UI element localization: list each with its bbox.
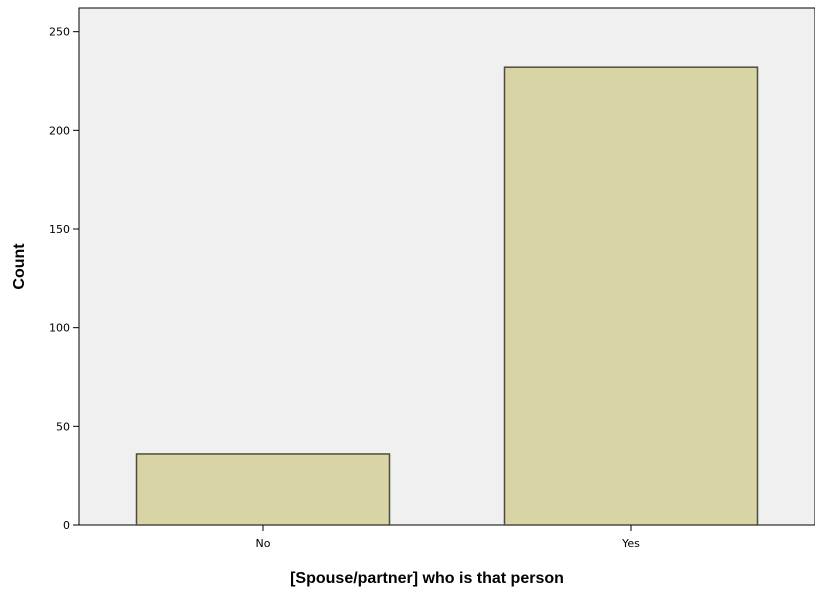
- x-axis: No Yes: [256, 525, 640, 550]
- x-tick-label-yes: Yes: [621, 537, 640, 550]
- y-axis-title: Count: [11, 243, 28, 290]
- y-tick-label-50: 50: [56, 420, 70, 433]
- y-tick-label-200: 200: [49, 124, 70, 137]
- y-tick-label-0: 0: [63, 519, 70, 532]
- bar-no: [135, 453, 391, 526]
- y-tick-label-100: 100: [49, 322, 70, 335]
- x-tick-label-no: No: [256, 537, 271, 550]
- y-axis: 0 50 100 150 200 250: [49, 26, 79, 532]
- bar-yes: [503, 66, 759, 526]
- x-axis-title: [Spouse/partner] who is that person: [290, 570, 564, 587]
- y-tick-label-250: 250: [49, 26, 70, 39]
- y-tick-label-150: 150: [49, 223, 70, 236]
